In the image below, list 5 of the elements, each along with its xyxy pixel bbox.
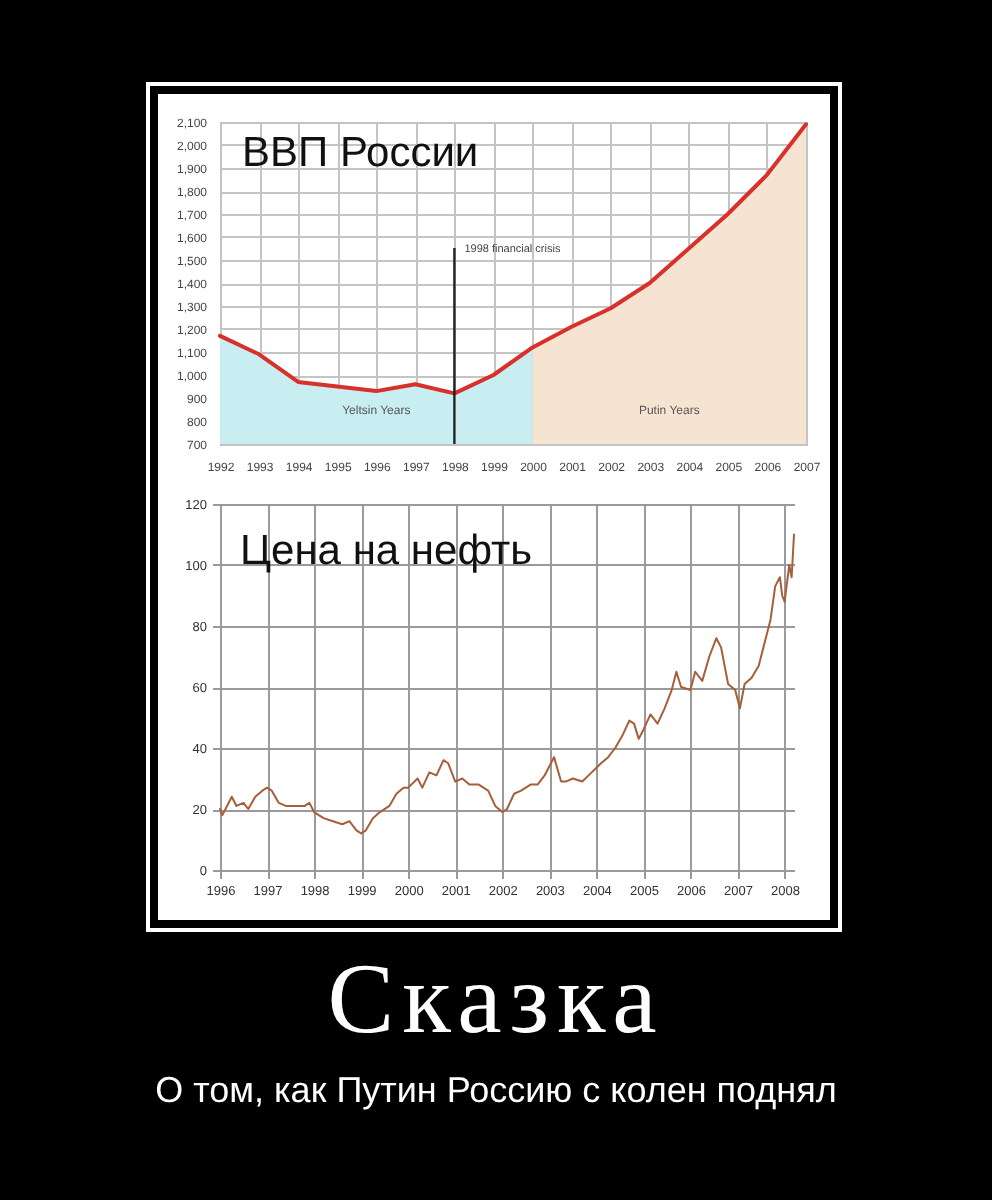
line-series	[219, 533, 795, 835]
text: Сказка	[325, 942, 667, 1054]
text: Цена на нефть	[240, 528, 533, 574]
chart-title: ВВП России	[242, 130, 479, 176]
text: О том, как Путин Россию с колен поднял	[153, 1070, 839, 1110]
